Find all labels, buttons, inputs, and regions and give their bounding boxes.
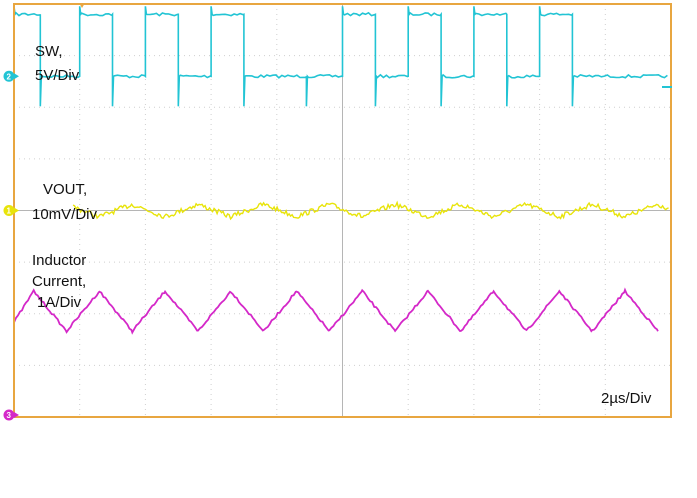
timebase-label: 2µs/Div	[601, 390, 652, 407]
sw-scale-label: 5V/Div	[35, 67, 80, 84]
scope-traces	[13, 6, 669, 335]
channel-marker-2: 2	[3, 70, 19, 82]
svg-text:1: 1	[7, 207, 12, 216]
svg-text:2: 2	[7, 72, 12, 81]
vout-scale-label: 10mV/Div	[32, 206, 98, 223]
trigger-marker-icon	[79, 3, 85, 8]
vout-trace	[72, 200, 669, 221]
vout-label: VOUT,	[43, 181, 87, 198]
channel-marker-1: 1	[3, 205, 19, 216]
channel-marker-3: 3	[3, 409, 19, 421]
sw-trace	[13, 6, 668, 107]
inductor-label: Inductor	[32, 252, 86, 269]
sw-label: SW,	[35, 43, 63, 60]
svg-text:3: 3	[7, 411, 12, 420]
inductor-scale-label: 1A/Div	[37, 294, 82, 311]
channel-markers: 2 1 3	[3, 70, 19, 421]
inductor-current-trace	[13, 287, 659, 335]
current-label: Current,	[32, 273, 86, 290]
